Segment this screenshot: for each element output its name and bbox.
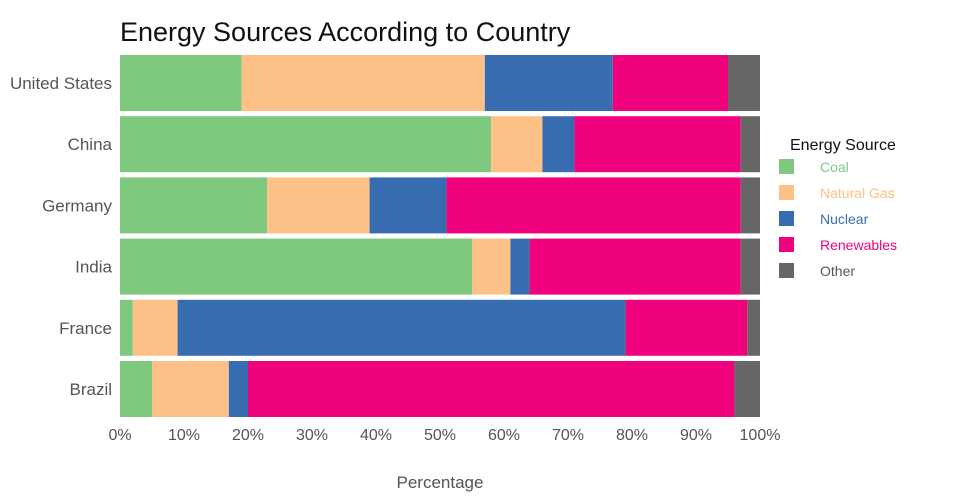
bar-renewables-india	[529, 238, 741, 295]
x-tick-label: 30%	[296, 427, 328, 444]
x-tick-label: 10%	[168, 427, 200, 444]
y-tick-label: India	[75, 258, 112, 277]
legend-label-other: Other	[820, 263, 855, 279]
legend: Energy Source Coal Natural Gas Nuclear Rene…	[779, 137, 897, 279]
x-tick-label: 80%	[616, 427, 648, 444]
bar-nuclear-germany	[369, 177, 447, 234]
y-axis-labels: United States China Germany India France Braz…	[10, 74, 113, 399]
x-tick-label: 50%	[424, 427, 456, 444]
bar-coal-india	[120, 238, 472, 295]
bar-other-france	[747, 299, 760, 356]
y-tick-label: Brazil	[69, 380, 112, 399]
y-tick-label: France	[59, 319, 112, 338]
bars-group	[120, 55, 760, 417]
bar-renewables-china	[574, 116, 741, 173]
x-tick-label: 60%	[488, 427, 520, 444]
x-tick-label: 100%	[740, 427, 781, 444]
bar-coal-france	[120, 299, 133, 356]
bar-natural-gas-germany	[267, 177, 370, 234]
bar-renewables-france	[625, 299, 748, 356]
legend-swatch-coal	[779, 159, 794, 174]
bar-nuclear-united-states	[484, 55, 613, 111]
y-tick-label: China	[68, 135, 113, 154]
x-axis-labels: 0% 10% 20% 30% 40% 50% 60% 70% 80% 90% 100%	[108, 427, 780, 444]
legend-swatch-natural-gas	[779, 185, 794, 200]
x-tick-label: 70%	[552, 427, 584, 444]
x-tick-label: 20%	[232, 427, 264, 444]
bar-other-united-states	[728, 55, 760, 111]
bar-nuclear-france	[177, 299, 626, 356]
legend-label-renewables: Renewables	[820, 237, 897, 253]
bar-nuclear-brazil	[228, 361, 248, 417]
x-tick-label: 0%	[108, 427, 131, 444]
legend-label-nuclear: Nuclear	[820, 211, 869, 227]
bar-coal-united-states	[120, 55, 242, 111]
bar-nuclear-india	[510, 238, 530, 295]
bar-coal-germany	[120, 177, 268, 234]
x-axis-title: Percentage	[397, 473, 484, 492]
legend-title: Energy Source	[790, 137, 896, 154]
legend-label-coal: Coal	[820, 159, 849, 175]
bar-coal-china	[120, 116, 492, 173]
bar-natural-gas-brazil	[152, 361, 229, 417]
legend-label-natural-gas: Natural Gas	[820, 185, 895, 201]
bar-renewables-brazil	[248, 361, 735, 417]
legend-swatch-nuclear	[779, 211, 794, 226]
bar-renewables-united-states	[612, 55, 728, 111]
bar-natural-gas-france	[132, 299, 178, 356]
x-tick-label: 90%	[680, 427, 712, 444]
bar-coal-brazil	[120, 361, 152, 417]
x-tick-label: 40%	[360, 427, 392, 444]
y-tick-label: United States	[10, 74, 112, 93]
bar-other-germany	[740, 177, 760, 234]
legend-swatch-other	[779, 263, 794, 278]
bar-other-brazil	[734, 361, 760, 417]
y-tick-label: Germany	[42, 196, 112, 215]
bar-natural-gas-india	[472, 238, 511, 295]
bar-renewables-germany	[446, 177, 741, 234]
chart-title: Energy Sources According to Country	[120, 17, 571, 47]
legend-swatch-renewables	[779, 237, 794, 252]
bar-nuclear-china	[542, 116, 575, 173]
bar-natural-gas-china	[491, 116, 543, 173]
bar-other-india	[740, 238, 760, 295]
bar-natural-gas-united-states	[241, 55, 485, 111]
bar-other-china	[740, 116, 760, 173]
